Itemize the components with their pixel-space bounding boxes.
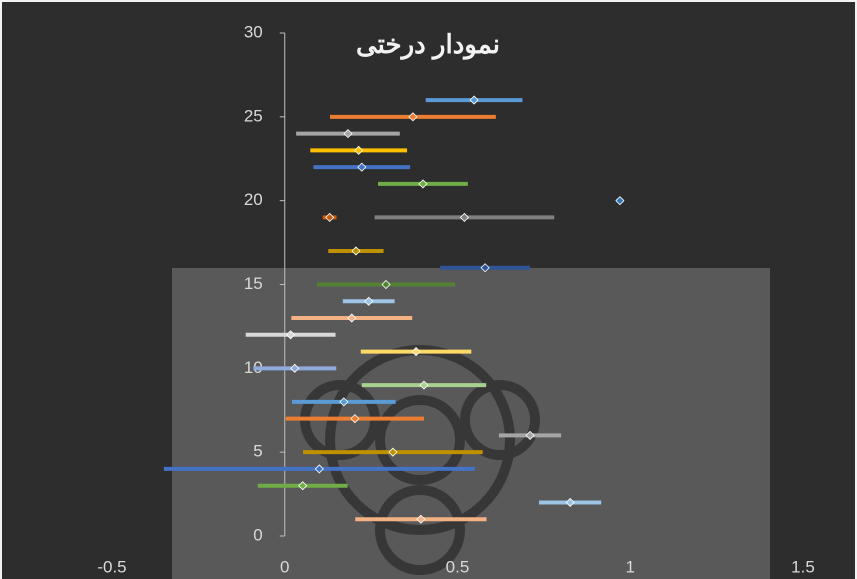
x-tick-label: 1.5 bbox=[791, 557, 815, 576]
marker bbox=[343, 129, 353, 139]
y-tick-label: 20 bbox=[244, 190, 263, 209]
marker bbox=[469, 95, 479, 105]
marker bbox=[381, 279, 391, 290]
x-tick-label: 1 bbox=[626, 557, 635, 576]
marker bbox=[615, 196, 625, 206]
marker bbox=[416, 514, 426, 524]
marker bbox=[350, 414, 360, 424]
marker bbox=[351, 246, 361, 256]
marker bbox=[480, 263, 490, 273]
y-tick-label: 25 bbox=[244, 106, 263, 125]
x-tick-label: 0 bbox=[280, 557, 289, 576]
marker bbox=[418, 179, 428, 189]
marker bbox=[408, 112, 418, 122]
marker bbox=[357, 162, 367, 172]
marker bbox=[314, 464, 324, 474]
marker bbox=[459, 212, 469, 222]
marker bbox=[325, 212, 335, 222]
y-tick-label: 5 bbox=[253, 442, 262, 461]
marker bbox=[298, 481, 308, 491]
marker bbox=[565, 497, 575, 508]
y-tick-label: 15 bbox=[244, 274, 263, 293]
marker bbox=[419, 380, 429, 390]
x-tick-label: 0.5 bbox=[446, 557, 470, 576]
marker bbox=[411, 347, 421, 357]
chart-title: نمودار درختی bbox=[356, 29, 500, 60]
watermark-panel bbox=[172, 268, 770, 579]
marker bbox=[388, 447, 398, 457]
y-tick-label: 30 bbox=[244, 22, 263, 41]
y-tick-label: 0 bbox=[253, 525, 262, 544]
y-tick-label: 10 bbox=[244, 358, 263, 377]
marker bbox=[290, 363, 300, 373]
marker bbox=[339, 397, 349, 407]
marker bbox=[525, 430, 535, 440]
marker bbox=[354, 145, 364, 155]
marker bbox=[286, 330, 296, 340]
x-tick-label: -0.5 bbox=[97, 557, 126, 576]
marker bbox=[364, 296, 374, 306]
marker bbox=[347, 313, 357, 323]
